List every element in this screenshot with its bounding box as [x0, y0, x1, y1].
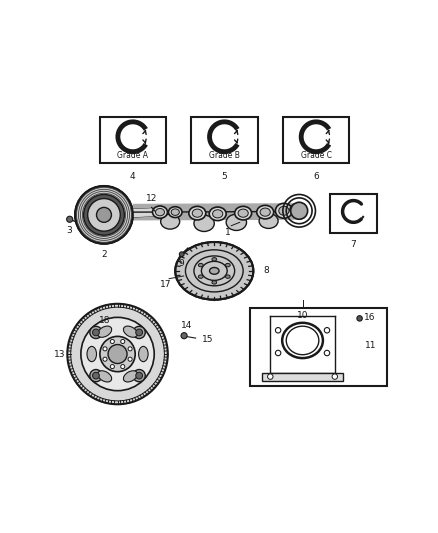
Ellipse shape	[293, 206, 302, 213]
Circle shape	[128, 357, 132, 361]
Ellipse shape	[87, 346, 96, 362]
Circle shape	[67, 304, 168, 404]
Text: 3: 3	[66, 225, 72, 235]
Bar	[100, 117, 166, 163]
Ellipse shape	[212, 257, 217, 261]
Bar	[191, 117, 258, 163]
Ellipse shape	[198, 275, 203, 278]
Ellipse shape	[212, 210, 223, 218]
Text: 5: 5	[222, 172, 227, 181]
Ellipse shape	[238, 209, 248, 217]
Circle shape	[96, 207, 111, 222]
Text: 15: 15	[202, 335, 213, 344]
Bar	[283, 117, 349, 163]
Circle shape	[90, 369, 102, 382]
Circle shape	[276, 350, 281, 356]
Text: 11: 11	[365, 341, 377, 350]
Text: 13: 13	[54, 350, 66, 359]
Circle shape	[276, 328, 281, 333]
Ellipse shape	[290, 204, 305, 216]
Bar	[330, 193, 377, 233]
Text: 16: 16	[364, 313, 375, 322]
Circle shape	[110, 340, 114, 344]
Ellipse shape	[161, 214, 180, 229]
Text: Grade C: Grade C	[300, 151, 332, 160]
Ellipse shape	[169, 207, 182, 217]
Ellipse shape	[152, 206, 167, 218]
Circle shape	[136, 329, 142, 336]
Text: 9: 9	[179, 259, 184, 268]
Ellipse shape	[138, 346, 148, 362]
Circle shape	[92, 329, 99, 336]
Circle shape	[108, 344, 127, 364]
Ellipse shape	[98, 371, 112, 382]
Circle shape	[92, 372, 99, 379]
Circle shape	[84, 195, 124, 235]
Ellipse shape	[175, 242, 253, 300]
Circle shape	[67, 216, 73, 222]
Text: 7: 7	[350, 240, 357, 249]
Ellipse shape	[171, 209, 179, 215]
Circle shape	[128, 347, 132, 351]
Circle shape	[179, 252, 184, 256]
Polygon shape	[133, 209, 155, 216]
Circle shape	[90, 326, 102, 338]
Ellipse shape	[212, 281, 217, 284]
Ellipse shape	[194, 215, 214, 231]
Ellipse shape	[260, 208, 270, 216]
Circle shape	[81, 317, 154, 391]
Circle shape	[103, 347, 107, 351]
Text: 2: 2	[101, 250, 107, 259]
Circle shape	[268, 374, 273, 379]
Ellipse shape	[226, 263, 230, 267]
Text: 12: 12	[146, 194, 157, 203]
Text: 8: 8	[264, 266, 270, 275]
Text: 1: 1	[225, 229, 231, 237]
Text: 17: 17	[160, 280, 172, 289]
Ellipse shape	[189, 206, 206, 220]
Circle shape	[357, 316, 362, 321]
Text: 14: 14	[181, 320, 193, 329]
Ellipse shape	[226, 275, 230, 278]
Ellipse shape	[235, 206, 252, 220]
Bar	[250, 308, 387, 386]
Ellipse shape	[259, 214, 278, 229]
Ellipse shape	[155, 208, 164, 216]
Circle shape	[121, 340, 125, 344]
Circle shape	[121, 365, 125, 369]
Ellipse shape	[98, 326, 112, 337]
Ellipse shape	[226, 214, 247, 230]
Circle shape	[136, 372, 142, 379]
Circle shape	[324, 350, 330, 356]
Ellipse shape	[124, 371, 138, 382]
Text: Grade B: Grade B	[209, 151, 240, 160]
Ellipse shape	[192, 209, 202, 217]
Text: 10: 10	[297, 311, 308, 320]
Circle shape	[88, 199, 120, 231]
Circle shape	[332, 374, 338, 379]
Ellipse shape	[276, 203, 292, 218]
Text: Grade A: Grade A	[117, 151, 148, 160]
Circle shape	[103, 357, 107, 361]
Circle shape	[133, 326, 145, 338]
Ellipse shape	[257, 205, 274, 219]
Circle shape	[133, 369, 145, 382]
Text: 4: 4	[130, 172, 136, 181]
Circle shape	[110, 365, 114, 369]
Circle shape	[75, 186, 133, 244]
Circle shape	[181, 333, 187, 339]
Bar	[262, 373, 343, 381]
Text: 18: 18	[99, 316, 111, 325]
Circle shape	[324, 328, 330, 333]
Text: 6: 6	[313, 172, 319, 181]
Ellipse shape	[198, 263, 203, 267]
Circle shape	[100, 336, 135, 372]
Ellipse shape	[124, 326, 138, 337]
Ellipse shape	[209, 207, 226, 221]
Circle shape	[291, 203, 307, 219]
Ellipse shape	[279, 206, 289, 215]
Ellipse shape	[209, 268, 219, 274]
